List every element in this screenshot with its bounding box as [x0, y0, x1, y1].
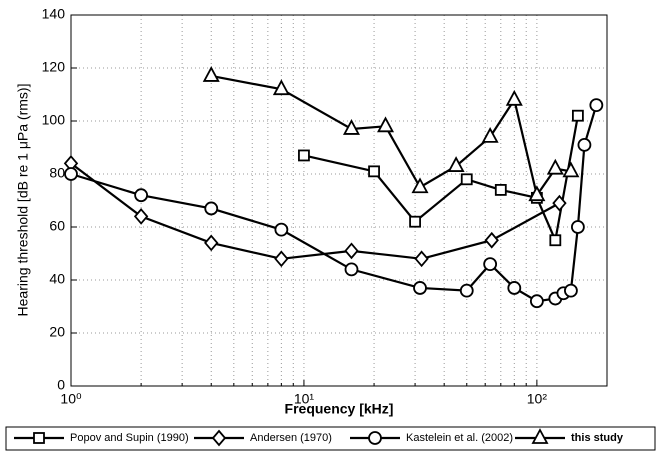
- y-tick-label: 60: [49, 218, 65, 234]
- series-line: [70, 104, 598, 303]
- marker-diamond: [484, 231, 499, 249]
- marker-circle: [589, 98, 604, 112]
- legend-box: [5, 426, 656, 451]
- marker-circle: [570, 220, 585, 234]
- marker-circle: [483, 257, 498, 272]
- marker-square: [494, 183, 507, 196]
- marker-circle: [529, 294, 544, 309]
- series-line: [211, 74, 572, 198]
- x-axis-label: Frequency [kHz]: [285, 401, 394, 417]
- marker-square: [298, 149, 310, 162]
- marker-diamond: [204, 234, 219, 252]
- marker-square: [33, 432, 45, 444]
- marker-triangle: [377, 116, 395, 133]
- marker-triangle: [562, 161, 580, 178]
- marker-triangle: [531, 428, 549, 444]
- y-tick-label: 120: [42, 59, 66, 75]
- y-tick-label: 40: [49, 271, 65, 287]
- marker-diamond: [133, 208, 149, 225]
- y-tick-label: 140: [42, 6, 66, 22]
- x-tick-label: 10⁰: [60, 391, 82, 407]
- marker-diamond: [344, 242, 359, 260]
- marker-square: [409, 215, 421, 228]
- y-axis-label: Hearing threshold [dB re 1 μPa (rms)]: [15, 84, 31, 317]
- marker-triangle: [202, 66, 220, 82]
- marker-circle: [134, 188, 149, 203]
- marker-circle: [204, 201, 219, 216]
- plot-frame: [70, 14, 608, 387]
- legend-label: Andersen (1970): [250, 432, 332, 444]
- x-tick-label: 10²: [527, 391, 548, 407]
- legend-label: Popov and Supin (1990): [70, 432, 189, 444]
- marker-triangle: [481, 127, 499, 143]
- marker-triangle: [411, 177, 429, 194]
- marker-circle: [368, 431, 382, 445]
- marker-circle: [413, 281, 427, 295]
- marker-circle: [459, 283, 474, 298]
- marker-triangle: [447, 156, 465, 172]
- marker-triangle: [505, 89, 523, 106]
- marker-diamond: [552, 194, 567, 212]
- marker-triangle: [528, 185, 546, 202]
- marker-square: [460, 173, 473, 186]
- marker-circle: [507, 281, 522, 295]
- marker-circle: [577, 137, 592, 152]
- marker-circle: [344, 262, 359, 277]
- y-tick-label: 0: [57, 377, 65, 393]
- marker-circle: [564, 283, 578, 298]
- marker-square: [368, 165, 380, 178]
- series-line: [70, 162, 560, 260]
- marker-triangle: [546, 158, 564, 175]
- marker-triangle: [272, 79, 290, 96]
- marker-triangle: [342, 119, 360, 135]
- marker-diamond: [414, 250, 429, 268]
- marker-diamond: [211, 429, 227, 447]
- legend-label: this study: [571, 432, 624, 444]
- x-tick-label: 10¹: [294, 391, 315, 407]
- marker-circle: [64, 167, 78, 181]
- marker-diamond: [274, 250, 289, 268]
- marker-square: [571, 109, 584, 122]
- marker-square: [549, 234, 562, 247]
- y-tick-label: 100: [42, 112, 66, 128]
- marker-circle: [274, 222, 289, 237]
- series-line: [303, 115, 579, 245]
- y-tick-label: 20: [49, 324, 65, 340]
- y-tick-label: 80: [49, 165, 65, 181]
- legend-label: Kastelein et al. (2002): [406, 432, 513, 444]
